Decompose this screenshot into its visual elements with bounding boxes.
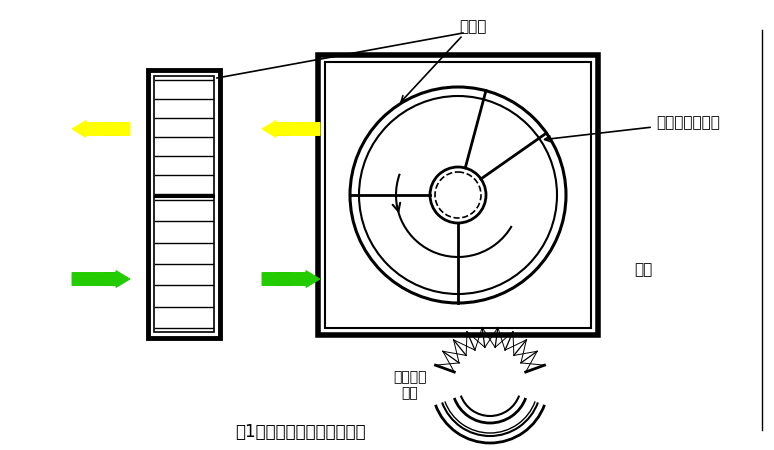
- Text: 図1　回転形全熱交換器構成: 図1 回転形全熱交換器構成: [235, 423, 365, 441]
- Text: 排気: 排気: [101, 271, 119, 287]
- Bar: [318, 55, 598, 335]
- FancyArrow shape: [262, 270, 320, 288]
- FancyArrow shape: [72, 121, 130, 137]
- Text: パージセクター: パージセクター: [656, 116, 720, 130]
- Text: 排気: 排気: [273, 271, 291, 287]
- FancyArrow shape: [72, 270, 130, 288]
- Text: ロータ: ロータ: [459, 19, 487, 35]
- Text: 外気: 外気: [273, 122, 291, 136]
- Text: 外気: 外気: [101, 122, 119, 136]
- Bar: [148, 70, 220, 338]
- Bar: [325, 62, 591, 328]
- FancyArrow shape: [262, 121, 320, 137]
- Text: 外気: 外気: [634, 262, 652, 278]
- Text: ロータ部
拡大: ロータ部 拡大: [393, 370, 426, 400]
- Bar: [154, 76, 214, 332]
